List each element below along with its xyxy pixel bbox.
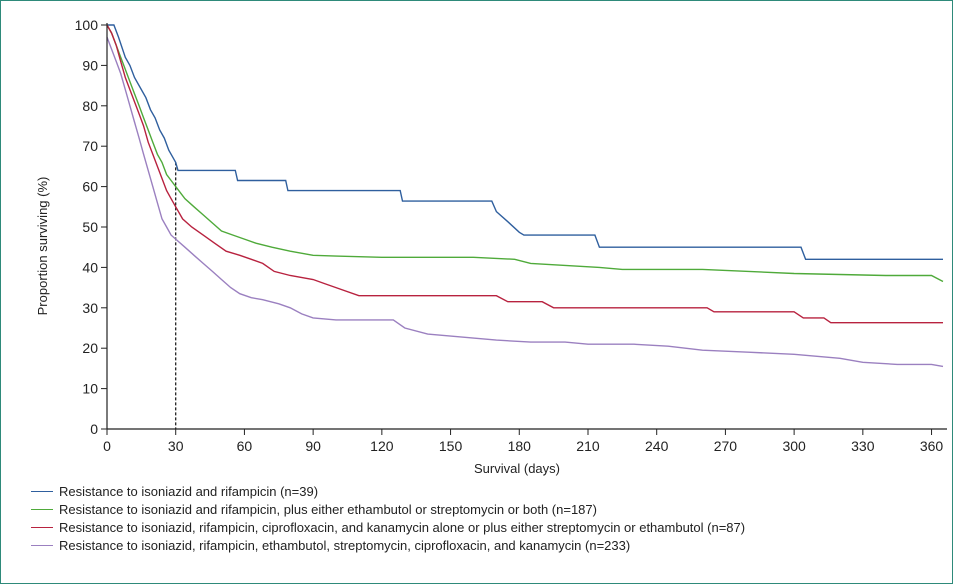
legend-swatch xyxy=(31,545,53,546)
x-tick-label: 0 xyxy=(103,438,111,454)
x-tick-label: 180 xyxy=(508,438,532,454)
x-tick-label: 120 xyxy=(370,438,394,454)
legend-item: Resistance to isoniazid, rifampicin, eth… xyxy=(31,537,931,554)
legend: Resistance to isoniazid and rifampicin (… xyxy=(31,483,931,555)
x-tick-label: 30 xyxy=(168,438,184,454)
series-line-3 xyxy=(106,24,943,324)
y-tick-label: 0 xyxy=(90,421,98,437)
y-tick-label: 60 xyxy=(82,179,98,195)
legend-swatch xyxy=(31,527,53,528)
x-tick-label: 330 xyxy=(851,438,875,454)
x-tick-label: 360 xyxy=(920,438,944,454)
y-axis-title: Proportion surviving (%) xyxy=(35,177,50,316)
y-tick-label: 40 xyxy=(82,259,98,275)
y-tick-label: 50 xyxy=(82,219,98,235)
y-tick-label: 100 xyxy=(75,17,99,33)
series-line-4 xyxy=(106,36,944,368)
legend-label: Resistance to isoniazid and rifampicin, … xyxy=(59,502,597,517)
x-tick-label: 240 xyxy=(645,438,669,454)
x-tick-label: 300 xyxy=(782,438,806,454)
x-tick-label: 90 xyxy=(305,438,321,454)
y-tick-label: 80 xyxy=(82,98,98,114)
x-axis-title: Survival (days) xyxy=(474,461,560,476)
series-line-2 xyxy=(106,24,944,283)
legend-item: Resistance to isoniazid, rifampicin, cip… xyxy=(31,519,931,536)
survival-chart: 0 10 20 30 40 50 60 70 80 90 100 0 30 60 90 120 150 180 21… xyxy=(35,17,947,476)
legend-label: Resistance to isoniazid, rifampicin, cip… xyxy=(59,520,746,535)
y-tick-label: 30 xyxy=(82,300,98,316)
y-tick-label: 20 xyxy=(82,340,98,356)
legend-label: Resistance to isoniazid, rifampicin, eth… xyxy=(59,538,631,553)
legend-item: Resistance to isoniazid and rifampicin, … xyxy=(31,501,931,518)
x-tick-label: 210 xyxy=(576,438,600,454)
x-tick-label: 270 xyxy=(714,438,738,454)
legend-item: Resistance to isoniazid and rifampicin (… xyxy=(31,483,931,500)
legend-swatch xyxy=(31,509,53,510)
series-line-1 xyxy=(107,24,943,260)
y-tick-label: 10 xyxy=(82,381,98,397)
legend-label: Resistance to isoniazid and rifampicin (… xyxy=(59,484,319,499)
y-tick-label: 90 xyxy=(82,57,98,73)
legend-swatch xyxy=(31,491,53,492)
y-tick-label: 70 xyxy=(82,138,98,154)
x-tick-label: 150 xyxy=(439,438,463,454)
x-tick-label: 60 xyxy=(237,438,253,454)
